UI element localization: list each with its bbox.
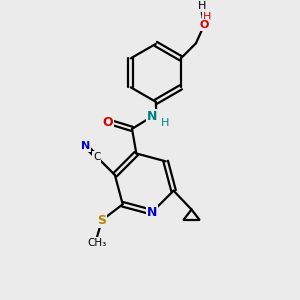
Text: CH₃: CH₃	[87, 238, 106, 248]
Text: C: C	[93, 152, 100, 162]
Text: O: O	[199, 20, 209, 30]
Text: H: H	[197, 1, 206, 11]
Text: O: O	[102, 116, 113, 129]
Text: N: N	[81, 141, 91, 151]
Text: H: H	[161, 118, 169, 128]
Text: H: H	[203, 12, 212, 22]
Text: S: S	[98, 214, 106, 227]
Text: N: N	[147, 110, 158, 123]
Text: N: N	[147, 206, 157, 219]
